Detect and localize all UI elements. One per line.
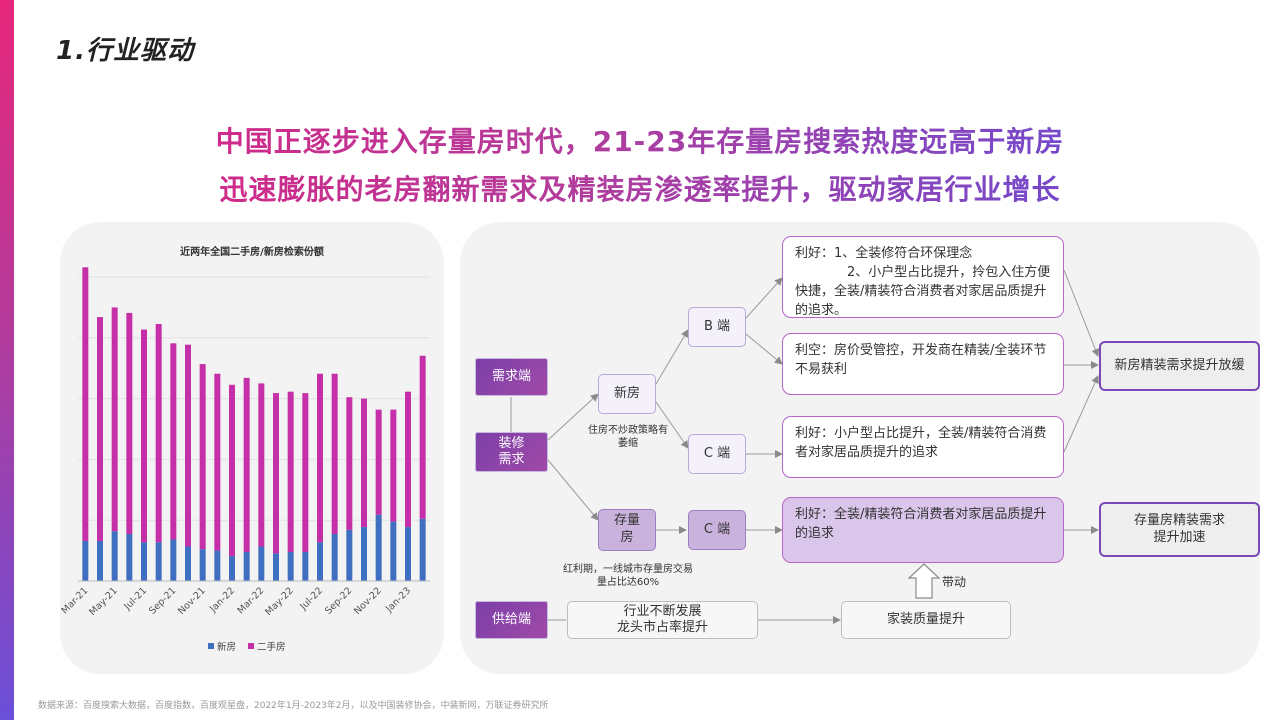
bar-second-hand (141, 329, 147, 543)
headline-line-1: 中国正逐步进入存量房时代，21-23年存量房搜索热度远高于新房 (0, 120, 1280, 160)
result-stock-label: 存量房精装需求提升加速 (1133, 512, 1225, 545)
bar-new-house (111, 531, 118, 581)
note-b-good: 利好：1、全装修符合环保理念 2、小户型占比提升，拎包入住方便快捷，全装/精装符… (782, 236, 1064, 318)
bar-second-hand (111, 307, 118, 532)
chart-title: 近两年全国二手房/新房检索份额 (180, 245, 324, 258)
bar-new-house (199, 549, 206, 581)
legend-label-second-hand: 二手房 (257, 641, 286, 653)
note-c-good: 利好：小户型占比提升，全装/精装符合消费者对家居品质提升的追求 (782, 416, 1064, 478)
bar-new-house (390, 521, 397, 581)
headline-line-2: 迅速膨胀的老房翻新需求及精装房渗透率提升，驱动家居行业增长 (0, 168, 1280, 208)
bar-second-hand (390, 409, 397, 522)
bar-new-house (170, 539, 177, 581)
demand-side-box: 需求端 (475, 358, 548, 396)
legend-swatch-second-hand (248, 643, 254, 649)
legend-swatch-new-house (208, 643, 214, 649)
bar-second-hand (97, 317, 103, 541)
new-house-node: 新房 (598, 374, 656, 414)
quality-up-box: 家装质量提升 (841, 601, 1011, 639)
drive-up-arrow (907, 563, 941, 599)
bar-second-hand (419, 355, 426, 519)
stock-house-node: 存量房 (598, 509, 656, 551)
drive-label: 带动 (941, 575, 966, 589)
bar-second-hand (214, 373, 221, 551)
bar-second-hand (155, 323, 162, 543)
bar-second-hand (346, 397, 353, 530)
bar-new-house (287, 551, 294, 581)
bar-second-hand (302, 393, 309, 552)
c-end-node-1: C 端 (688, 434, 746, 474)
bar-new-house (229, 556, 235, 581)
source-note: 数据来源：百度搜索大数据，百度指数，百度观星盘，2022年1月-2023年2月，… (38, 701, 549, 711)
bar-new-house (346, 529, 353, 581)
stock-house-label: 存量房 (613, 513, 640, 545)
renovation-demand-label: 装修需求 (498, 436, 525, 467)
bar-new-house (185, 546, 191, 581)
arrow-c-good-result (1063, 375, 1099, 453)
bar-second-hand (82, 267, 89, 541)
bar-new-house (141, 542, 147, 581)
industry-development-box: 行业不断发展 龙头市占率提升 (567, 601, 758, 639)
section-title: 1.行业驱动 (56, 36, 194, 66)
legend-label-new-house: 新房 (217, 641, 236, 653)
bar-new-house (155, 542, 162, 581)
bar-second-hand (273, 393, 279, 554)
arrow-to-c-end-1 (655, 401, 689, 449)
bar-second-hand (126, 312, 133, 535)
bar-second-hand (375, 409, 382, 515)
bar-second-hand (405, 391, 411, 528)
bar-new-house (126, 534, 133, 581)
bar-new-house (214, 550, 221, 581)
b-end-node: B 端 (688, 307, 746, 347)
result-new-house: 新房精装需求提升放缓 (1099, 341, 1260, 391)
left-accent-bar (0, 0, 14, 720)
chart-panel: 近两年全国二手房/新房检索份额 Mar-21 May-21 Jul-21 Sep-21 N… (59, 222, 444, 674)
stock-note: 红利期，一线城市存量房交易量占比达60% (563, 564, 693, 588)
new-house-note: 住房不炒政策略有萎缩 (588, 425, 668, 449)
bar-second-hand (243, 377, 250, 552)
bar-second-hand (185, 344, 191, 547)
arrow-to-b-end (655, 329, 689, 385)
bar-new-house (331, 534, 338, 581)
bar-new-house (97, 540, 103, 581)
bar-new-house (419, 518, 426, 581)
bar-new-house (273, 553, 279, 581)
bar-second-hand (258, 383, 265, 547)
bar-new-house (258, 546, 265, 581)
bar-new-house (375, 514, 382, 581)
note-b-bad: 利空：房价受管控，开发商在精装/全装环节不易获利 (782, 333, 1064, 395)
note-stock-good: 利好：全装/精装符合消费者对家居品质提升的追求 (782, 497, 1064, 563)
bar-second-hand (287, 391, 294, 552)
arrow-to-stock-house (547, 459, 599, 521)
bar-second-hand (331, 373, 338, 535)
arrow-to-b-good (745, 277, 783, 319)
c-end-node-2: C 端 (688, 510, 746, 550)
bar-second-hand (170, 343, 177, 540)
bar-new-house (82, 540, 89, 581)
result-stock-house: 存量房精装需求提升加速 (1099, 502, 1260, 557)
bar-second-hand (361, 398, 367, 528)
bar-new-house (243, 551, 250, 581)
bar-second-hand (317, 373, 323, 543)
bar-new-house (361, 527, 367, 581)
renovation-demand-box: 装修需求 (475, 432, 548, 472)
bar-new-house (302, 551, 309, 581)
bar-new-house (317, 542, 323, 581)
bar-second-hand (229, 384, 235, 557)
supply-side-box: 供给端 (475, 601, 548, 639)
arrow-b-good-result (1063, 269, 1100, 357)
bar-second-hand (199, 364, 206, 550)
arrow-to-new-house (547, 393, 599, 441)
arrow-to-b-bad (745, 333, 783, 365)
bar-new-house (405, 527, 411, 581)
